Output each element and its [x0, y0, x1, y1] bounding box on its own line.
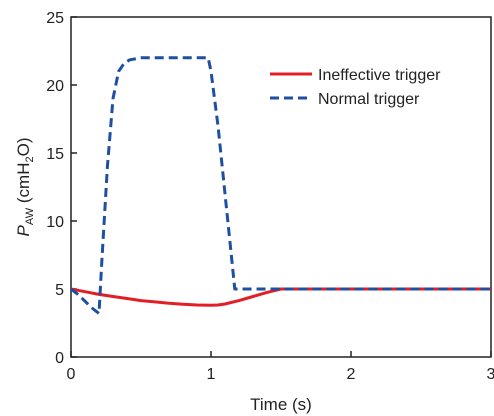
y-axis-label: PAW (cmH2O) — [14, 138, 36, 237]
series-line-normal-trigger — [70, 56, 491, 315]
y-axis: 0 5 10 15 20 25 — [46, 10, 77, 367]
x-tick-label: 1 — [207, 366, 216, 383]
x-tick-label: 2 — [347, 366, 356, 383]
y-axis-label-unit-subscript: 2 — [24, 156, 36, 162]
series-layer — [70, 56, 491, 315]
y-tick-label: 10 — [46, 214, 64, 231]
y-axis-label-unit-pre: (cmH — [14, 163, 33, 208]
y-axis-label-subscript: AW — [24, 207, 36, 225]
legend-label-ineffective-trigger: Ineffective trigger — [318, 67, 441, 84]
x-tick-label: 3 — [487, 366, 494, 383]
plot-frame — [70, 16, 492, 358]
y-axis-label-unit-post: O) — [14, 138, 33, 157]
legend: Ineffective trigger Normal trigger — [270, 67, 441, 108]
y-tick-label: 0 — [55, 350, 64, 367]
y-tick-label: 20 — [46, 78, 64, 95]
y-tick-label: 25 — [46, 10, 64, 27]
x-axis: 0 1 2 3 — [67, 351, 494, 383]
series-line-ineffective-trigger — [70, 287, 491, 307]
y-tick-label: 15 — [46, 146, 64, 163]
legend-label-normal-trigger: Normal trigger — [318, 91, 420, 108]
x-axis-label: Time (s) — [250, 395, 312, 414]
y-axis-label-main: P — [14, 225, 33, 237]
y-tick-label: 5 — [55, 282, 64, 299]
x-tick-label: 0 — [67, 366, 76, 383]
